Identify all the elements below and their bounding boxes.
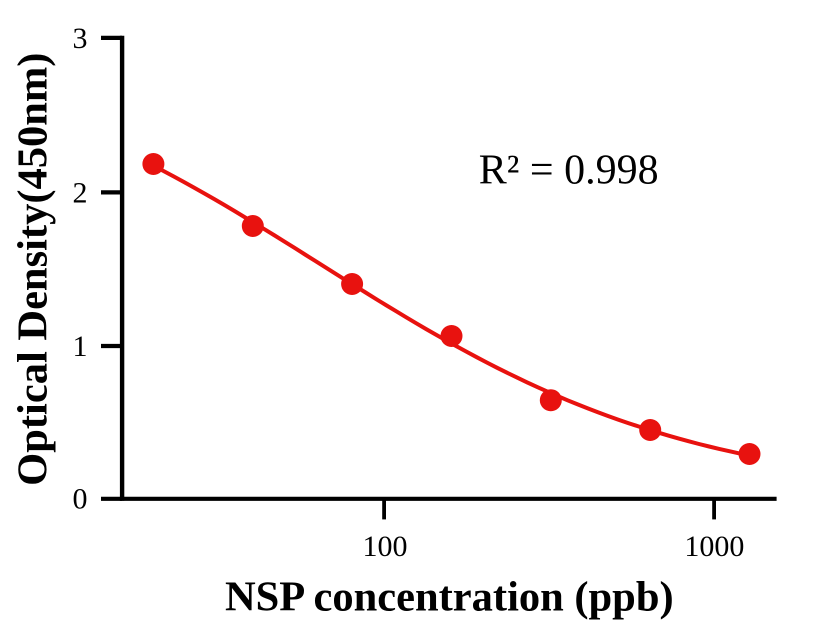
svg-text:0: 0 (73, 483, 88, 516)
svg-text:100: 100 (363, 530, 408, 563)
svg-text:1000: 1000 (684, 530, 744, 563)
svg-text:2: 2 (73, 176, 88, 209)
svg-text:1: 1 (73, 330, 88, 363)
svg-text:R² = 0.998: R² = 0.998 (479, 148, 659, 194)
svg-text:Optical Density(450nm): Optical Density(450nm) (10, 53, 57, 486)
svg-text:3: 3 (73, 22, 88, 55)
svg-text:NSP concentration (ppb): NSP concentration (ppb) (225, 574, 674, 621)
